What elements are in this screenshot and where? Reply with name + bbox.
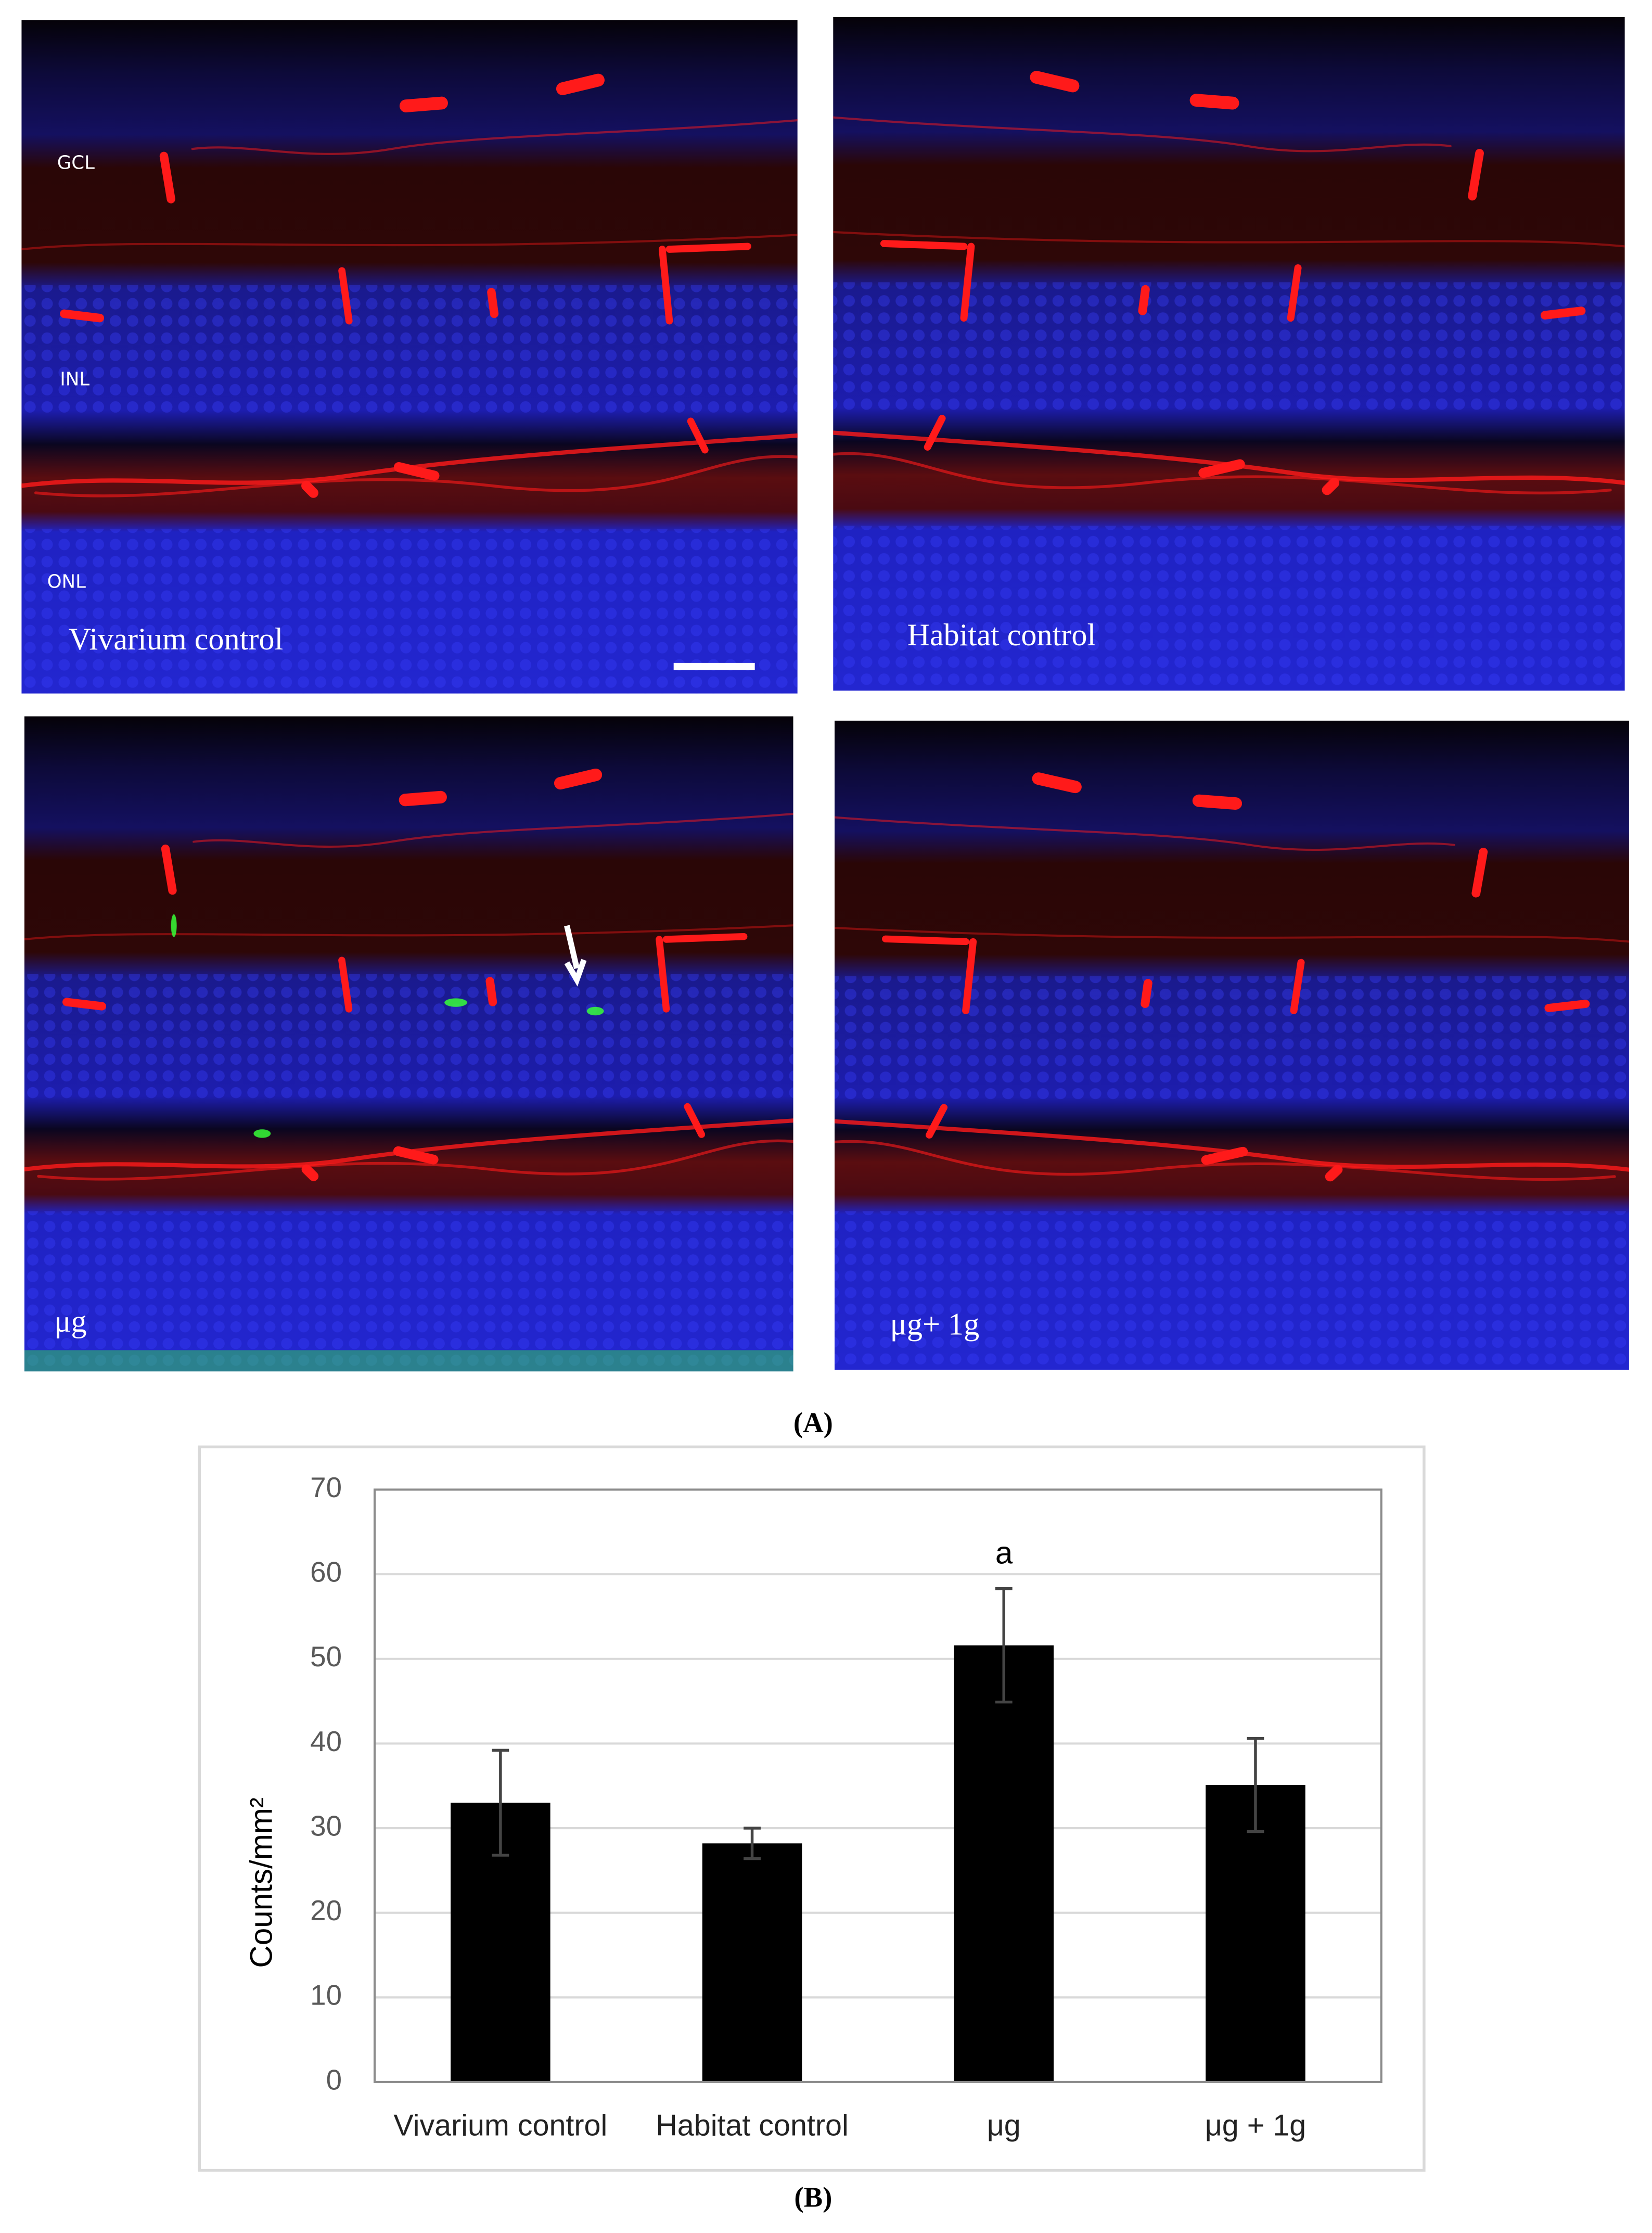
y-axis-label: Counts/mm² <box>244 1797 278 1968</box>
micrograph <box>21 20 797 693</box>
micrograph <box>833 17 1625 691</box>
y-tick-label: 30 <box>310 1809 342 1842</box>
bar <box>702 1843 802 2082</box>
annotation: a <box>995 1535 1013 1570</box>
error-bar <box>492 1749 509 1857</box>
bar <box>1206 1785 1305 2082</box>
layer-label: ONL <box>47 571 86 592</box>
error-bar <box>744 1827 761 1860</box>
plot-border <box>373 1488 1382 2083</box>
arrow <box>564 925 587 987</box>
y-tick-label: 40 <box>310 1725 342 1757</box>
y-tick-label: 10 <box>310 1979 342 2011</box>
error-bar <box>1247 1737 1264 1833</box>
label-spots <box>24 914 793 1372</box>
micrograph <box>24 717 793 1372</box>
x-tick-label: μg <box>987 2109 1021 2142</box>
y-tick-label: 70 <box>310 1471 342 1503</box>
panel-label: Habitat control <box>907 618 1096 653</box>
chart: 0 10 20 30 40 50 60 70 Vivarium control Habitat c… <box>310 1471 1381 2142</box>
layer-label: INL <box>60 369 89 390</box>
y-tick-label: 0 <box>326 2063 342 2096</box>
y-tick-label: 50 <box>310 1640 342 1673</box>
panel-letter: (B) <box>794 2181 832 2213</box>
error-bar <box>995 1587 1013 1704</box>
bar <box>954 1645 1054 2082</box>
panel-label: μg <box>54 1304 86 1339</box>
x-tick-label: Habitat control <box>656 2109 848 2142</box>
micrograph <box>835 721 1629 1370</box>
layer-label: GCL <box>57 152 95 174</box>
x-tick-label: μg + 1g <box>1205 2109 1306 2142</box>
panel-label: Vivarium control <box>69 622 284 657</box>
panel-label: μg+ 1g <box>890 1307 980 1342</box>
y-tick-label: 20 <box>310 1894 342 1926</box>
x-tick-label: Vivarium control <box>393 2109 607 2142</box>
y-tick-label: 60 <box>310 1556 342 1588</box>
panel-letter: (A) <box>793 1407 833 1438</box>
